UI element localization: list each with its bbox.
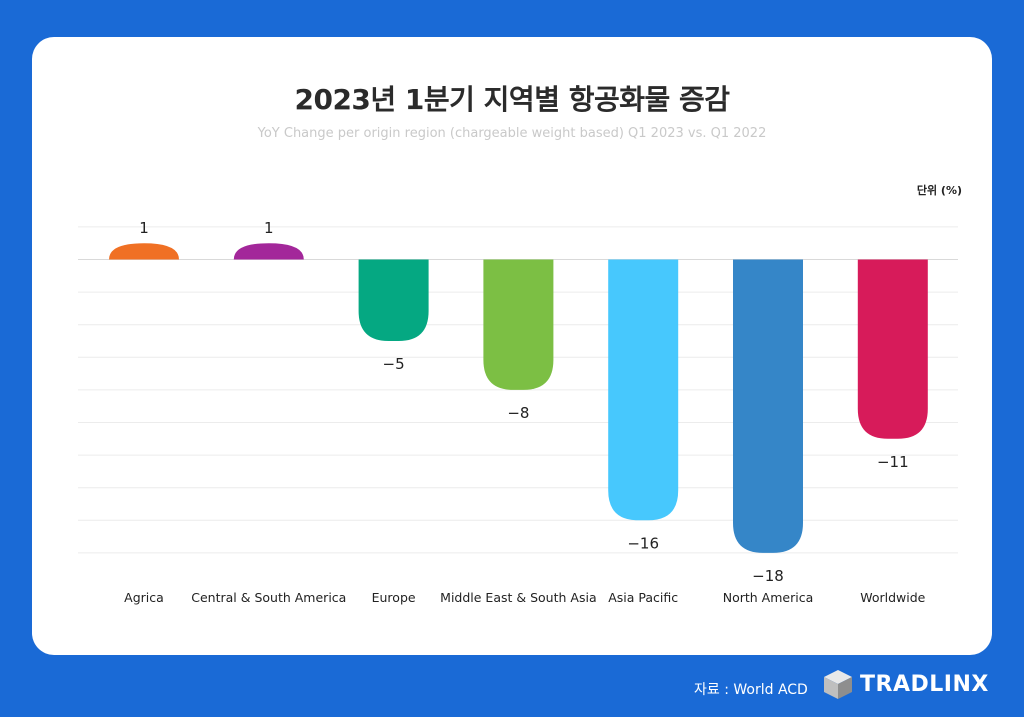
bar-asia-pacific [608,259,679,521]
unit-label: 단위 (%) [916,184,962,197]
data-label: −16 [627,534,659,552]
bar-worldwide [857,259,928,439]
bar-agrica [109,243,179,260]
bar-central-south-america [233,243,304,260]
x-tick-label: Agrica [124,590,164,605]
bar-middle-east-south-asia [483,259,554,390]
x-tick-label: Europe [372,590,416,605]
brand-logo: TRADLINX [822,668,989,700]
x-tick-label: North America [723,590,814,605]
data-label: −8 [507,404,529,422]
bar-north-america [733,259,803,553]
data-label: −18 [752,567,784,585]
brand-name: TRADLINX [860,671,989,697]
bar-europe [358,259,429,341]
data-label: 1 [264,219,274,237]
data-label: −11 [877,453,909,471]
chart-subtitle: YoY Change per origin region (chargeable… [257,126,767,141]
x-tick-label: Asia Pacific [608,590,678,605]
x-tick-label: Central & South America [191,590,346,605]
chart-title: 2023년 1분기 지역별 항공화물 증감 [294,83,730,116]
data-label: −5 [383,355,405,373]
x-tick-label: Worldwide [860,590,925,605]
source-note: 자료 : World ACD [694,682,808,698]
data-label: 1 [139,219,149,237]
cube-icon [824,670,852,699]
x-tick-label: Middle East & South Asia [440,590,596,605]
